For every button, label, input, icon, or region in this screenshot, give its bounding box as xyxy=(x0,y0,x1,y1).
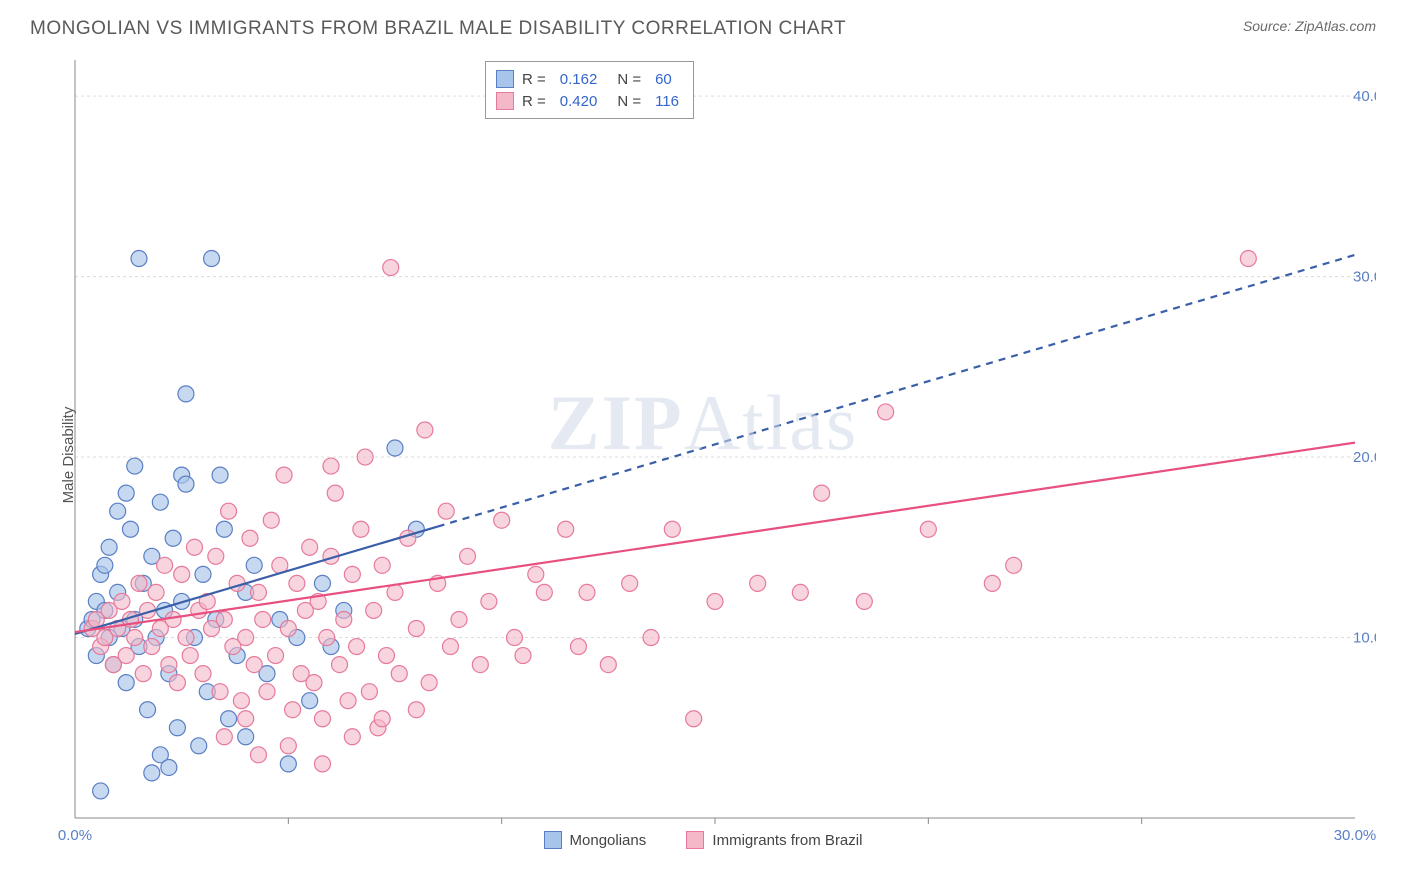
correlation-legend: R = 0.162 N = 60 R = 0.420 N = 116 xyxy=(485,61,694,119)
legend-row-brazil: R = 0.420 N = 116 xyxy=(496,90,679,112)
svg-text:10.0%: 10.0% xyxy=(1353,630,1376,647)
legend-item-mongolians: Mongolians xyxy=(544,831,647,849)
y-axis-label: Male Disability xyxy=(60,407,77,504)
swatch-mongolians-bottom xyxy=(544,831,562,849)
svg-text:40.0%: 40.0% xyxy=(1353,88,1376,105)
swatch-mongolians xyxy=(496,70,514,88)
legend-item-brazil: Immigrants from Brazil xyxy=(686,831,862,849)
svg-text:20.0%: 20.0% xyxy=(1353,449,1376,466)
scatter-plot: 10.0%20.0%30.0%40.0%0.0%30.0% xyxy=(30,55,1376,855)
chart-container: Male Disability 10.0%20.0%30.0%40.0%0.0%… xyxy=(30,55,1376,855)
legend-row-mongolians: R = 0.162 N = 60 xyxy=(496,68,679,90)
swatch-brazil-bottom xyxy=(686,831,704,849)
source-attribution: Source: ZipAtlas.com xyxy=(1243,18,1376,34)
chart-title: MONGOLIAN VS IMMIGRANTS FROM BRAZIL MALE… xyxy=(30,18,846,40)
series-legend: Mongolians Immigrants from Brazil xyxy=(30,831,1376,853)
svg-text:30.0%: 30.0% xyxy=(1353,269,1376,286)
swatch-brazil xyxy=(496,92,514,110)
